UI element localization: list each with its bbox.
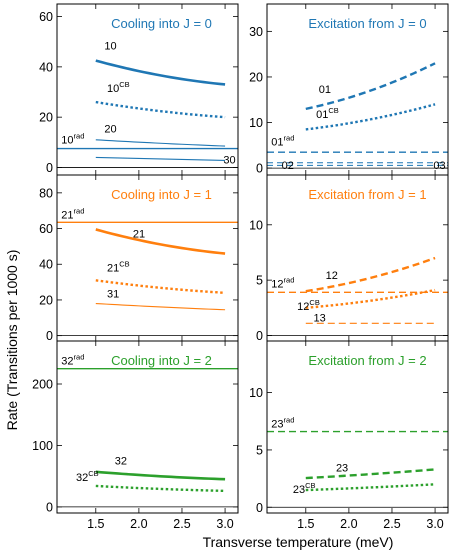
x-tick-label: 3.0 [426, 517, 443, 531]
y-tick-label: 0 [256, 329, 263, 343]
series-label: 23 [336, 463, 348, 475]
series-label: 31 [107, 288, 119, 300]
panel-6: 23rad 23 23CB Excitation from J = 2 0 5 10 1.5 2… [249, 340, 449, 531]
series-label: 12CB [297, 298, 320, 313]
x-tick-label: 2.5 [383, 517, 400, 531]
panel-title: Cooling into J = 0 [111, 16, 212, 31]
panel-3: 21rad 21 21CB 31 Cooling into J = 1 0 20 40 60 80 [39, 174, 239, 343]
y-tick-label: 60 [39, 222, 53, 236]
panel-title: Excitation from J = 0 [308, 16, 426, 31]
series-label: 21 [133, 228, 145, 240]
series-label: 03 [433, 160, 445, 172]
series-label: 20 [104, 123, 116, 135]
series-label: 32CB [76, 469, 99, 484]
x-tick-label: 2.5 [173, 517, 190, 531]
panel-1: 10 10CB 20 10rad 30 Cooling into J = 0 0 20 40 60 [39, 3, 239, 176]
y-tick-label: 30 [249, 25, 263, 39]
series-21 [95, 228, 226, 255]
series-label: 21CB [107, 259, 130, 274]
y-tick-label: 20 [39, 111, 53, 125]
y-tick-label: 80 [39, 186, 53, 200]
panel-2: 01 01CB 01rad 02 03 Excitation from J = 0 0 10 2… [249, 3, 449, 176]
series-label: 30 [223, 155, 235, 167]
x-tick-label: 2.0 [340, 517, 357, 531]
series-label: 32 [115, 455, 127, 467]
series-10 [95, 59, 226, 86]
panel-title: Excitation from J = 1 [308, 187, 426, 202]
series-label: 10CB [107, 80, 130, 95]
series-label: 10rad [61, 132, 84, 147]
panel-title: Excitation from J = 2 [308, 353, 426, 368]
panel-frame [266, 340, 449, 514]
series-30 [95, 156, 226, 161]
series-label: 01 [319, 84, 331, 96]
series-20 [95, 139, 226, 147]
y-tick-label: 0 [46, 161, 53, 175]
series-21CB [95, 279, 226, 295]
series-32 [95, 470, 226, 481]
x-tick-label: 3.0 [216, 517, 233, 531]
y-tick-label: 10 [249, 116, 263, 130]
series-12CB [305, 288, 436, 309]
series-23CB [305, 483, 436, 492]
y-tick-label: 0 [256, 501, 263, 515]
series-12 [305, 256, 436, 293]
series-label: 32rad [61, 352, 84, 367]
panel-title: Cooling into J = 2 [111, 353, 212, 368]
y-tick-label: 0 [46, 329, 53, 343]
series-label: 01rad [271, 133, 294, 148]
y-tick-label: 40 [39, 258, 53, 272]
y-tick-label: 60 [39, 10, 53, 24]
series-23 [305, 468, 436, 480]
y-tick-label: 100 [32, 439, 53, 453]
y-axis-label: Rate (Transitions per 1000 s) [4, 250, 20, 431]
series-label: 13 [314, 313, 326, 325]
series-label: 21rad [61, 207, 84, 222]
panel-title: Cooling into J = 1 [111, 187, 212, 202]
x-tick-label: 2.0 [130, 517, 147, 531]
series-label: 23CB [293, 481, 316, 496]
series-label: 10 [104, 40, 116, 52]
y-tick-label: 200 [32, 378, 53, 392]
x-tick-label: 1.5 [297, 517, 314, 531]
y-tick-label: 10 [249, 386, 263, 400]
y-tick-label: 20 [39, 293, 53, 307]
y-tick-label: 10 [249, 218, 263, 232]
series-label: 23rad [271, 416, 294, 431]
x-axis-label: Transverse temperature (meV) [203, 534, 394, 550]
series-32CB [95, 484, 226, 493]
panel-5: 32rad 32 32CB Cooling into J = 2 0 100 200 1.5 2… [32, 340, 239, 531]
y-tick-label: 5 [256, 274, 263, 288]
series-label: 02 [282, 160, 294, 172]
series-10CB [95, 100, 226, 119]
series-01CB [305, 103, 436, 131]
panel-frame [56, 340, 239, 514]
x-tick-label: 1.5 [87, 517, 104, 531]
series-01 [305, 62, 436, 111]
y-tick-label: 0 [256, 162, 263, 176]
y-tick-label: 20 [249, 70, 263, 84]
series-label: 01CB [316, 106, 339, 121]
y-tick-label: 5 [256, 443, 263, 457]
series-label: 12rad [271, 275, 294, 290]
series-label: 12 [326, 270, 338, 282]
series-31 [95, 302, 226, 311]
y-tick-label: 0 [46, 500, 53, 514]
y-tick-label: 40 [39, 60, 53, 74]
